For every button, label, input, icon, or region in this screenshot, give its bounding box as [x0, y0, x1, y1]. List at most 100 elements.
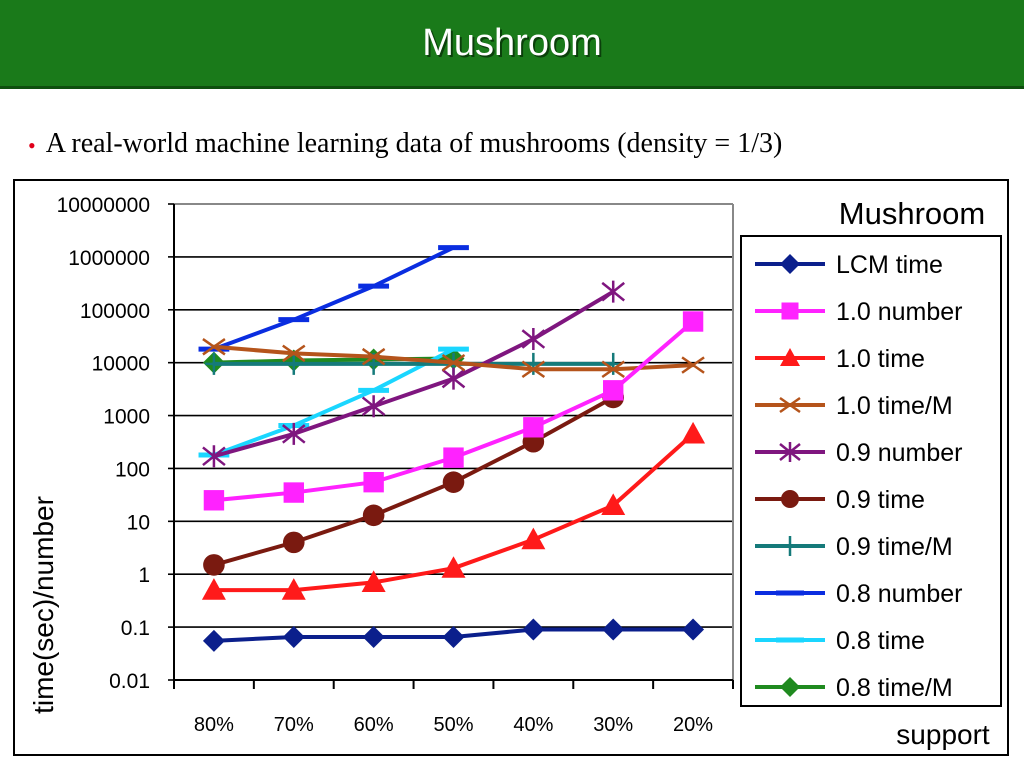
- legend-label: 1.0 time: [836, 345, 925, 373]
- data-point: [521, 360, 546, 378]
- y-tick-label: 10: [127, 511, 150, 534]
- legend-label: 0.8 number: [836, 580, 962, 608]
- data-point: [681, 421, 706, 444]
- tick-labels: 0.01 0.1 1 10 100 1000 10000 100000 1000000 10000…: [57, 194, 714, 736]
- y-tick-label: 1: [138, 564, 150, 587]
- data-point: [523, 417, 544, 438]
- data-point: [202, 445, 226, 468]
- x-axis-label: support: [896, 719, 990, 750]
- x-tick-label: 30%: [593, 714, 633, 736]
- y-tick-label: 1000000: [68, 247, 150, 270]
- legend-item: LCM time: [755, 251, 943, 279]
- legend-item: 0.8 number: [755, 580, 962, 608]
- data-point: [362, 626, 385, 649]
- legend: LCM time 1.0 number 1.0 time 1.0 time/M 0.9 …: [740, 235, 1002, 707]
- data-point: [682, 618, 705, 641]
- data-point: [202, 629, 225, 652]
- legend-marker: [781, 490, 799, 508]
- legend-item: 0.8 time/M: [755, 674, 953, 702]
- slide-title: Mushroom: [422, 22, 602, 64]
- legend-marker: [779, 442, 801, 462]
- data-point: [361, 395, 386, 418]
- data-point: [282, 626, 305, 649]
- series-1-0-number: [203, 311, 704, 511]
- data-point: [443, 447, 464, 468]
- legend-label: 0.9 time/M: [836, 533, 953, 561]
- x-tick-label: 60%: [354, 714, 394, 736]
- data-point: [363, 471, 384, 493]
- legend-item: 1.0 time: [755, 345, 925, 373]
- series-line: [211, 245, 456, 352]
- bullet-point: • A real-world machine learning data of m…: [28, 128, 782, 160]
- data-point: [282, 531, 305, 554]
- data-point: [441, 353, 466, 372]
- title-bar: Mushroom: [0, 0, 1024, 89]
- legend-item: 0.9 time/M: [755, 533, 953, 561]
- x-tick-label: 80%: [194, 714, 234, 736]
- legend-marker: [779, 396, 801, 414]
- data-point: [282, 422, 306, 445]
- legend-marker: [781, 302, 799, 320]
- legend-marker: [780, 254, 800, 274]
- legend-label: 0.8 time: [836, 627, 925, 655]
- data-point: [282, 344, 306, 363]
- data-point: [283, 482, 304, 503]
- series-0-9-number: [202, 280, 625, 468]
- bullet-text: A real-world machine learning data of mu…: [45, 128, 783, 159]
- legend-item: 1.0 time/M: [755, 392, 953, 420]
- series-line: [211, 289, 616, 459]
- legend-label: 0.9 number: [836, 439, 962, 467]
- series-lcm-time: [202, 618, 705, 652]
- series-1-0-time-m: [202, 338, 705, 378]
- legend-label: LCM time: [836, 251, 943, 279]
- data-point: [601, 280, 625, 303]
- legend-marker: [782, 536, 798, 556]
- data-point: [441, 367, 466, 390]
- x-tick-label: 40%: [513, 714, 553, 736]
- data-point: [521, 527, 546, 550]
- data-point: [682, 311, 704, 332]
- data-point: [522, 618, 545, 641]
- y-tick-label: 100: [115, 458, 150, 481]
- y-tick-label: 0.1: [121, 617, 150, 640]
- legend-label: 0.9 time: [836, 486, 925, 514]
- data-point: [602, 618, 625, 641]
- data-point: [205, 352, 223, 375]
- data-point: [361, 570, 386, 593]
- legend-item: 0.8 time: [755, 627, 925, 655]
- y-tick-label: 10000000: [57, 194, 150, 217]
- bullet-dot-icon: •: [28, 132, 36, 158]
- y-axis-label: time(sec)/number: [28, 496, 59, 714]
- data-point: [601, 360, 625, 378]
- y-tick-label: 100000: [80, 300, 150, 323]
- x-tick-label: 20%: [673, 714, 713, 736]
- legend-marker: [780, 348, 800, 366]
- series-group: [198, 245, 706, 652]
- legend-label: 1.0 time/M: [836, 392, 953, 420]
- data-point: [442, 626, 465, 649]
- data-point: [603, 380, 624, 401]
- x-tick-label: 50%: [433, 714, 473, 736]
- data-point: [201, 578, 226, 600]
- y-tick-label: 0.01: [109, 670, 150, 693]
- legend-label: 1.0 number: [836, 298, 962, 326]
- data-point: [284, 352, 303, 375]
- data-point: [681, 356, 705, 374]
- data-point: [202, 338, 226, 356]
- series-0-8-number: [198, 245, 469, 352]
- x-tick-label: 70%: [274, 714, 314, 736]
- data-point: [203, 490, 225, 511]
- legend-item: 1.0 number: [755, 298, 962, 326]
- legend-item: 0.9 time: [755, 486, 925, 514]
- data-point: [361, 347, 386, 366]
- legend-marker: [780, 677, 800, 697]
- series-1-0-time: [201, 421, 706, 600]
- axes: [168, 203, 734, 689]
- series-line: [211, 347, 456, 457]
- data-point: [362, 504, 385, 527]
- y-tick-label: 10000: [92, 353, 150, 376]
- data-point: [441, 556, 466, 578]
- chart-title: Mushroom: [839, 196, 985, 231]
- data-point: [281, 578, 306, 600]
